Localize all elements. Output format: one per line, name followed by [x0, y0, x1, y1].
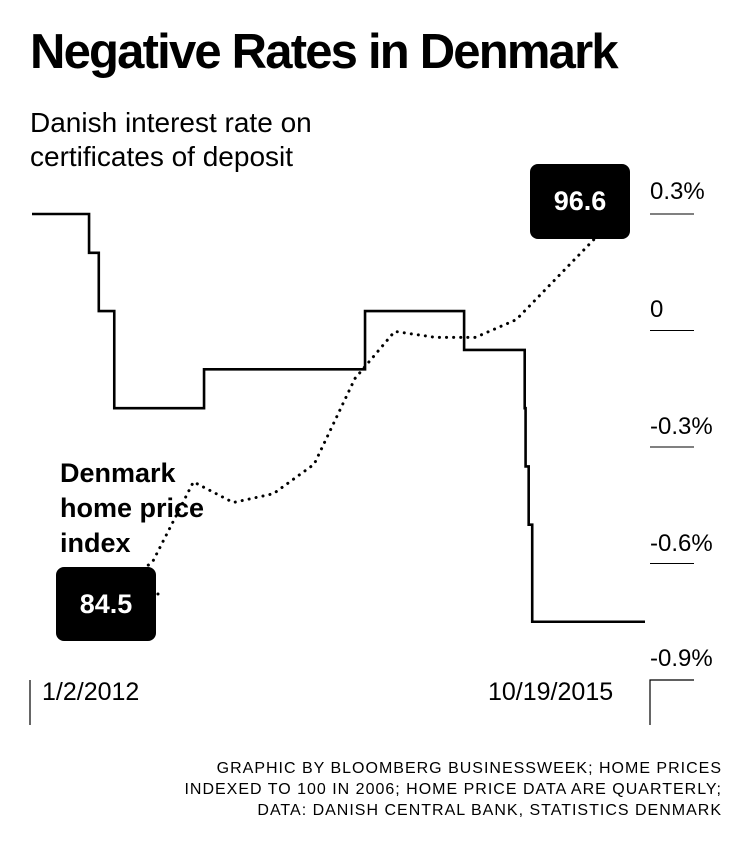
chart-title: Negative Rates in Denmark [30, 25, 619, 79]
x-tick-start: 1/2/2012 [42, 678, 140, 706]
y-tick-label: -0.3% [650, 413, 713, 440]
y-tick-label: -0.6% [650, 530, 713, 557]
y-tick-label: -0.9% [650, 645, 713, 672]
source-line: DATA: DANISH CENTRAL BANK, STATISTICS DE… [257, 802, 722, 819]
rate-line [32, 212, 645, 624]
source-note: GRAPHIC BY BLOOMBERG BUSINESSWEEK; HOME … [184, 758, 722, 821]
home-price-series-label: Denmark home price index [60, 456, 260, 561]
series-label-line: Denmark [60, 458, 176, 488]
x-axis-end-tick [649, 679, 694, 725]
end-value-label: 96.6 [530, 164, 630, 239]
series-label-line: home price [60, 493, 205, 523]
y-tick-label: 0 [650, 296, 664, 323]
source-line: GRAPHIC BY BLOOMBERG BUSINESSWEEK; HOME … [216, 760, 722, 777]
x-tick-end: 10/19/2015 [488, 678, 614, 706]
home-price-line [107, 235, 600, 596]
chart-subtitle: Danish interest rate on certificates of … [30, 107, 312, 172]
start-value-label: 84.5 [56, 567, 156, 641]
source-line: INDEXED TO 100 IN 2006; HOME PRICE DATA … [184, 781, 722, 798]
y-tick-label: 0.3% [650, 178, 705, 205]
series-label-line: index [60, 528, 131, 558]
